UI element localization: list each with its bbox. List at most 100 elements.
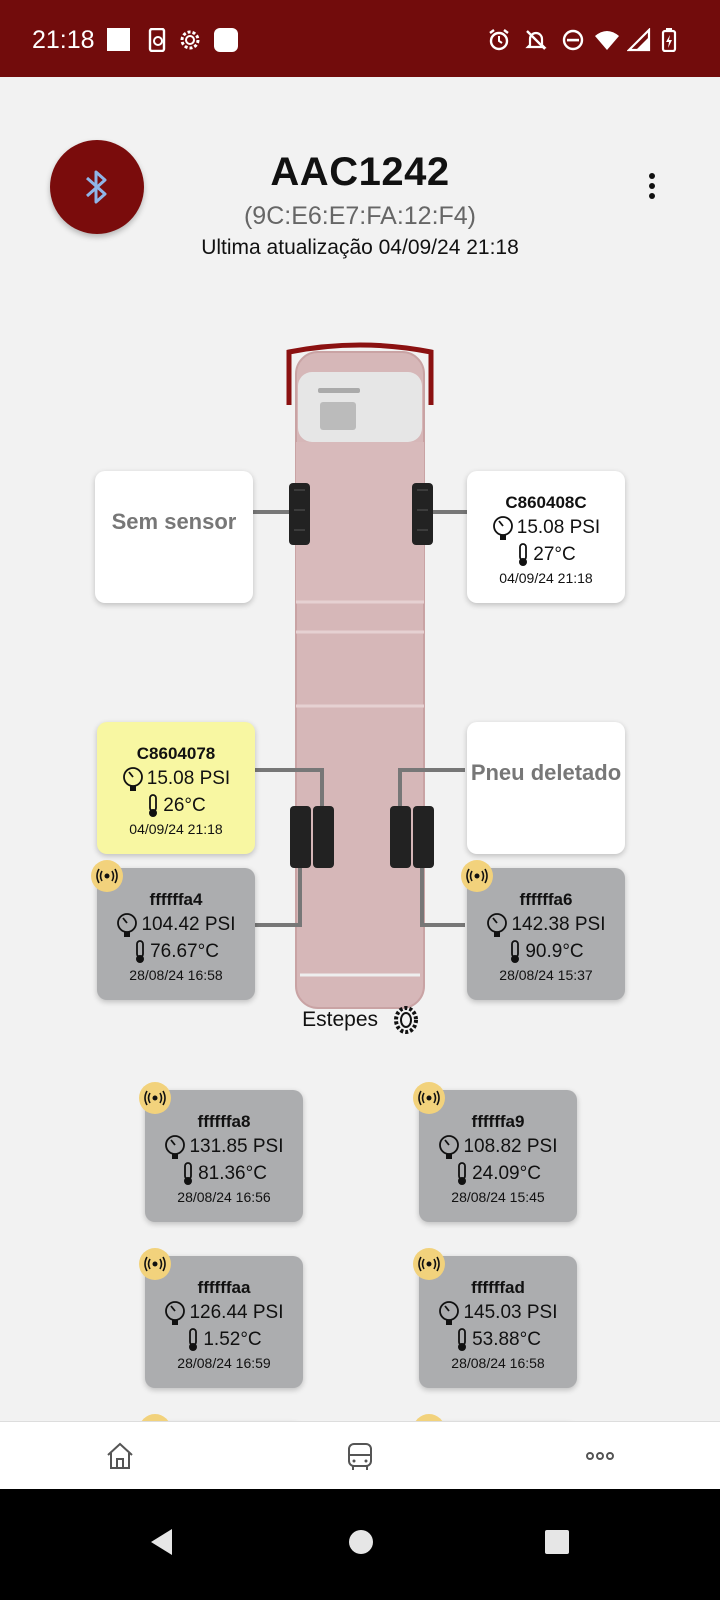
signal-wave-icon xyxy=(466,868,488,884)
reading-date: 04/09/24 21:18 xyxy=(129,821,223,837)
app-icon xyxy=(214,28,238,52)
sensor-signal-badge xyxy=(139,1082,171,1114)
sensor-signal-badge xyxy=(139,1248,171,1280)
temperature-value: 90.9°C xyxy=(525,941,584,962)
signal-wave-icon xyxy=(418,1090,440,1106)
sensor-signal-badge xyxy=(413,1248,445,1280)
pressure-value: 142.38 PSI xyxy=(511,914,606,935)
pressure-value: 104.42 PSI xyxy=(141,914,236,935)
temperature-value: 81.36°C xyxy=(198,1163,267,1184)
thermometer-icon xyxy=(458,1328,467,1351)
signal-wave-icon xyxy=(96,868,118,884)
pressure-gauge-icon xyxy=(439,1135,460,1159)
truck-diagram xyxy=(253,342,467,1009)
thermometer-icon xyxy=(136,940,145,963)
spare-card-3[interactable]: ffffffaa 126.44 PSI 1.52°C 28/08/24 16:5… xyxy=(139,1248,303,1388)
phone-sync-icon xyxy=(148,28,166,52)
reading-date: 28/08/24 16:59 xyxy=(177,1355,271,1371)
reading-date: 28/08/24 16:56 xyxy=(177,1189,271,1205)
signal-icon xyxy=(627,28,651,52)
pressure-value: 108.82 PSI xyxy=(463,1136,558,1157)
status-time: 21:18 xyxy=(32,26,95,54)
sensor-id: C8604078 xyxy=(136,744,216,763)
thermometer-icon xyxy=(511,940,520,963)
bluetooth-button[interactable] xyxy=(50,140,144,234)
sensor-signal-badge xyxy=(413,1082,445,1114)
sensor-id: ffffffaa xyxy=(197,1278,251,1297)
pressure-value: 15.08 PSI xyxy=(516,517,601,538)
settings-icon xyxy=(180,30,200,50)
status-bar: 21:18 xyxy=(0,0,720,77)
temperature-value: 76.67°C xyxy=(150,941,219,962)
notifications-off-icon xyxy=(525,30,547,50)
thermometer-icon xyxy=(184,1162,193,1185)
more-icon[interactable] xyxy=(580,1436,620,1476)
tire-card-rear-left-outer[interactable]: C8604078 15.08 PSI 26°C 04/09/24 21:18 xyxy=(97,722,255,854)
pressure-gauge-icon xyxy=(122,767,143,791)
square-icon xyxy=(107,28,130,51)
reading-date: 28/08/24 15:45 xyxy=(451,1189,545,1205)
sensor-id: ffffffad xyxy=(471,1278,525,1297)
overflow-menu-button[interactable] xyxy=(640,173,664,203)
spares-label: Estepes xyxy=(302,1008,379,1031)
tire-card-front-left[interactable]: Sem sensor xyxy=(95,471,253,603)
last-update-text: Ultima atualização 04/09/24 21:18 xyxy=(201,236,519,259)
tire-card-rear-right-inner[interactable]: ffffffa6 142.38 PSI 90.9°C 28/08/24 15:3… xyxy=(461,860,625,1000)
reading-date: 28/08/24 15:37 xyxy=(499,967,593,983)
sensor-id: ffffffa4 xyxy=(149,890,203,909)
thermometer-icon xyxy=(458,1162,467,1185)
no-sensor-label: Sem sensor xyxy=(111,509,237,534)
home-circle-icon[interactable] xyxy=(348,1529,374,1555)
temperature-value: 53.88°C xyxy=(472,1329,541,1350)
device-mac-address: (9C:E6:E7:FA:12:F4) xyxy=(243,202,477,230)
pressure-gauge-icon xyxy=(165,1301,186,1325)
pressure-value: 145.03 PSI xyxy=(463,1302,558,1323)
front-left-wheel xyxy=(289,483,310,545)
spares-section-header: Estepes xyxy=(0,1006,720,1034)
back-icon[interactable] xyxy=(148,1527,174,1557)
pressure-value: 15.08 PSI xyxy=(146,768,231,789)
bluetooth-icon xyxy=(86,170,107,204)
pressure-value: 131.85 PSI xyxy=(189,1136,284,1157)
bus-icon[interactable] xyxy=(340,1436,380,1476)
sensor-id: C860408C xyxy=(505,493,587,512)
signal-wave-icon xyxy=(418,1256,440,1272)
temperature-value: 1.52°C xyxy=(203,1329,262,1350)
recents-icon[interactable] xyxy=(544,1529,570,1555)
vehicle-header: AAC1242 (9C:E6:E7:FA:12:F4) Ultima atual… xyxy=(0,140,720,270)
reading-date: 04/09/24 21:18 xyxy=(499,570,593,586)
pressure-gauge-icon xyxy=(492,516,513,540)
spare-card-1[interactable]: ffffffa8 131.85 PSI 81.36°C 28/08/24 16:… xyxy=(139,1082,303,1222)
sensor-id: ffffffa8 xyxy=(197,1112,251,1131)
rear-left-wheels xyxy=(290,806,334,868)
reading-date: 28/08/24 16:58 xyxy=(129,967,223,983)
wifi-icon xyxy=(595,31,619,50)
sensor-signal-badge xyxy=(91,860,123,892)
spare-card-4[interactable]: ffffffad 145.03 PSI 53.88°C 28/08/24 16:… xyxy=(413,1248,577,1388)
sensor-id: ffffffa6 xyxy=(519,890,573,909)
pressure-gauge-icon xyxy=(117,913,138,937)
sensor-id: ffffffa9 xyxy=(471,1112,525,1131)
pressure-gauge-icon xyxy=(165,1135,186,1159)
tire-card-front-right[interactable]: C860408C 15.08 PSI 27°C 04/09/24 21:18 xyxy=(467,471,625,603)
rear-right-wheels xyxy=(390,806,434,868)
pressure-gauge-icon xyxy=(487,913,508,937)
front-bumper xyxy=(286,342,434,405)
temperature-value: 27°C xyxy=(533,544,576,565)
home-icon[interactable] xyxy=(100,1436,140,1476)
pressure-value: 126.44 PSI xyxy=(189,1302,284,1323)
temperature-value: 26°C xyxy=(163,795,206,816)
spare-card-2[interactable]: ffffffa9 108.82 PSI 24.09°C 28/08/24 15:… xyxy=(413,1082,577,1222)
signal-wave-icon xyxy=(144,1256,166,1272)
pressure-gauge-icon xyxy=(439,1301,460,1325)
temperature-value: 24.09°C xyxy=(472,1163,541,1184)
bottom-navigation xyxy=(0,1421,720,1489)
signal-wave-icon xyxy=(144,1090,166,1106)
vehicle-plate: AAC1242 xyxy=(270,150,450,194)
alarm-icon xyxy=(489,29,509,51)
tire-card-rear-right-outer[interactable]: Pneu deletado xyxy=(467,722,625,854)
reading-date: 28/08/24 16:58 xyxy=(451,1355,545,1371)
do-not-disturb-icon xyxy=(562,29,584,51)
thermometer-icon xyxy=(149,794,158,817)
tire-card-rear-left-inner[interactable]: ffffffa4 104.42 PSI 76.67°C 28/08/24 16:… xyxy=(91,860,255,1000)
